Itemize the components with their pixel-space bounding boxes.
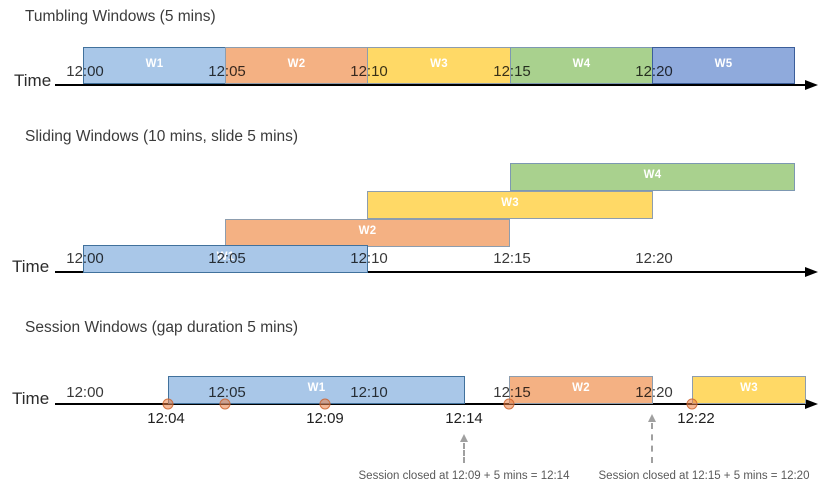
tumbling-timeline <box>55 84 806 86</box>
event-dot-1215 <box>503 398 515 410</box>
window-label: W5 <box>714 57 733 70</box>
window-label: W4 <box>572 57 591 70</box>
window-label: W1 <box>145 57 164 70</box>
sliding-tick-1220: 12:20 <box>635 250 673 267</box>
tumbling-tick-1215: 12:15 <box>493 63 531 80</box>
window-label: W3 <box>430 57 448 70</box>
window-label: W3 <box>740 382 758 394</box>
session-close-annotation-2: Session closed at 12:15 + 5 mins = 12:20 <box>598 470 810 482</box>
session-tick-1205: 12:05 <box>208 384 246 401</box>
session-axis-label: Time <box>12 389 50 408</box>
sliding-tick-1215: 12:15 <box>493 250 531 267</box>
event-time-label-1209: 12:09 <box>306 410 344 427</box>
sliding-axis-label: Time <box>12 257 50 276</box>
sliding-window-w4: W4 <box>510 163 795 191</box>
window-close-label-1214: 12:14 <box>445 410 483 427</box>
session-window-w1: W1 <box>168 376 465 404</box>
tumbling-tick-1220: 12:20 <box>635 63 673 80</box>
dashed-arrow-line <box>463 443 465 463</box>
tumbling-window-w1: W1 <box>83 47 226 84</box>
window-label: W2 <box>358 225 377 237</box>
session-close-annotation-1: Session closed at 12:09 + 5 mins = 12:14 <box>358 470 570 482</box>
tumbling-tick-1200: 12:00 <box>66 63 104 80</box>
sliding-section-title: Sliding Windows (10 mins, slide 5 mins) <box>25 128 299 145</box>
sliding-window-w1: W1 <box>83 245 368 273</box>
session-tick-1210: 12:10 <box>350 384 388 401</box>
session-tick-1215: 12:15 <box>493 384 531 401</box>
tumbling-timeline-arrow-icon <box>805 80 818 90</box>
sliding-window-w2: W2 <box>225 219 510 247</box>
tumbling-window-w3: W3 <box>367 47 511 84</box>
session-timeline-arrow-icon <box>805 399 818 409</box>
sliding-tick-1200: 12:00 <box>66 250 104 267</box>
event-dot-1205 <box>219 398 231 410</box>
window-label: W2 <box>287 57 306 70</box>
tumbling-tick-1210: 12:10 <box>350 63 388 80</box>
event-dot-1222 <box>686 398 698 410</box>
tumbling-window-w5: W5 <box>652 47 795 84</box>
dashed-arrow-up-icon <box>460 434 468 442</box>
event-dot-1209 <box>319 398 331 410</box>
session-tick-1200: 12:00 <box>66 384 104 401</box>
tumbling-section-title: Tumbling Windows (5 mins) <box>25 8 216 25</box>
tumbling-tick-1205: 12:05 <box>208 63 246 80</box>
session-tick-1220: 12:20 <box>635 384 673 401</box>
window-label: W2 <box>572 382 590 394</box>
session-window-w2: W2 <box>509 376 653 404</box>
event-time-label-1222: 12:22 <box>677 410 715 427</box>
dashed-arrow-up-icon <box>648 414 656 422</box>
window-label: W3 <box>501 197 519 209</box>
window-label: W1 <box>307 382 326 394</box>
tumbling-window-w2: W2 <box>225 47 368 84</box>
session-section-title: Session Windows (gap duration 5 mins) <box>25 319 299 336</box>
tumbling-window-w4: W4 <box>510 47 653 84</box>
sliding-tick-1210: 12:10 <box>350 250 388 267</box>
session-timeline <box>55 403 806 405</box>
sliding-timeline-arrow-icon <box>805 267 818 277</box>
sliding-timeline <box>55 271 806 273</box>
tumbling-axis-label: Time <box>14 71 52 90</box>
sliding-tick-1205: 12:05 <box>208 250 246 267</box>
window-label: W1 <box>216 251 235 263</box>
session-window-w3: W3 <box>692 376 806 404</box>
window-label: W4 <box>643 169 662 181</box>
event-dot-1204 <box>162 398 174 410</box>
sliding-window-w3: W3 <box>367 191 653 219</box>
dashed-arrow-line <box>651 423 653 463</box>
event-time-label-1204: 12:04 <box>147 410 185 427</box>
